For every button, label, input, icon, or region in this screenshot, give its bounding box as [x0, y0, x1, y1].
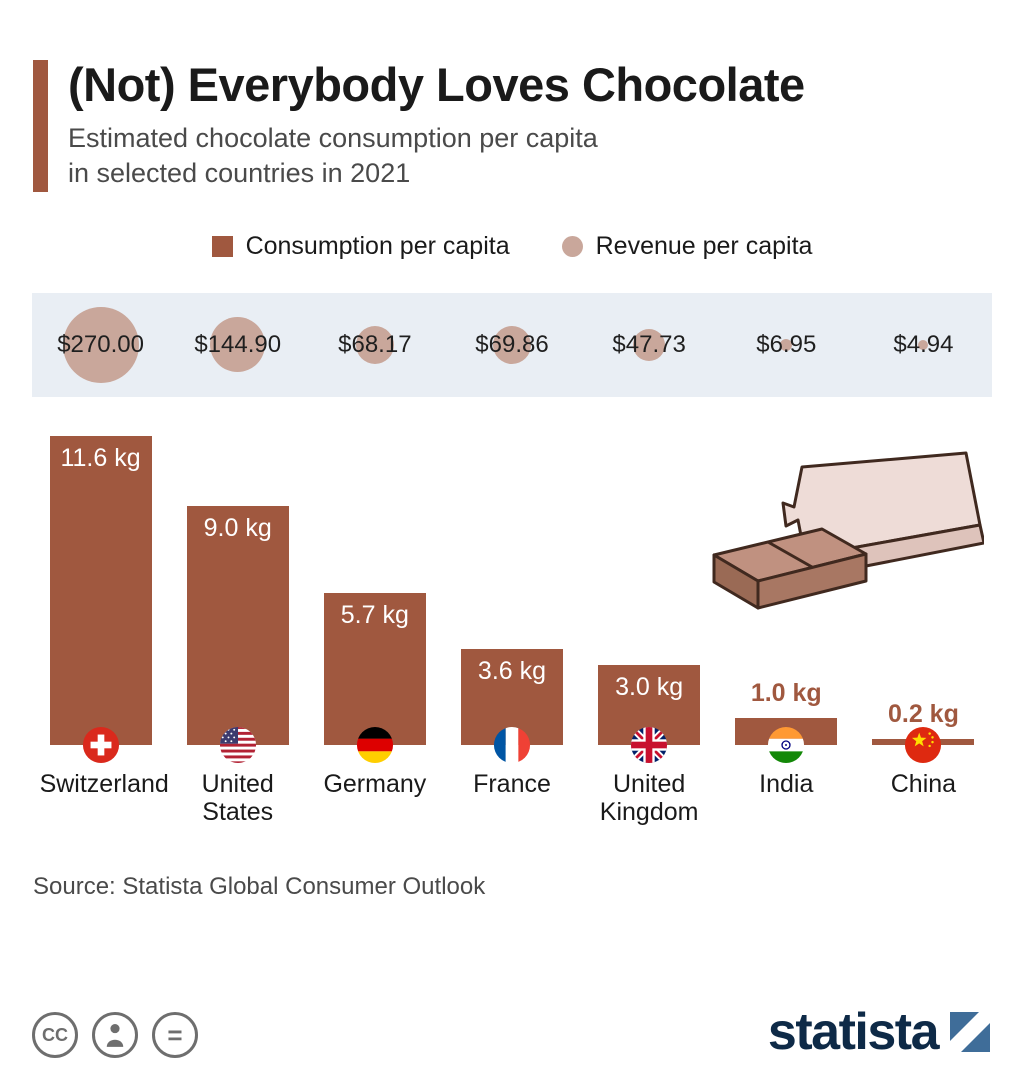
revenue-cell-switzerland: $270.00: [32, 293, 169, 397]
flag-switzerland-icon: [82, 726, 120, 764]
legend-item-revenue: Revenue per capita: [561, 231, 813, 261]
revenue-value-label: $47.73: [612, 330, 686, 358]
consumption-value-label: 0.2 kg: [887, 699, 959, 728]
flag-united-kingdom-icon: [630, 726, 668, 764]
revenue-swatch-icon: [561, 235, 583, 257]
flag-china-icon: [904, 726, 942, 764]
revenue-cell-united-states: $144.90: [169, 293, 306, 397]
bar-chart: 11.6 kg Switzerland 9.0 kg: [32, 433, 992, 828]
revenue-bubble: [210, 317, 266, 373]
flag-india-icon: [767, 726, 805, 764]
consumption-value-label: 1.0 kg: [750, 678, 822, 707]
chocolate-bar-illustration: [712, 451, 984, 610]
legend-revenue-label: Revenue per capita: [595, 231, 813, 260]
consumption-bar: 9.0 kg: [186, 505, 289, 745]
consumption-value-label: 11.6 kg: [60, 443, 141, 472]
country-label: India: [759, 769, 814, 798]
statista-logomark-icon: [950, 1012, 990, 1052]
flag-france-icon: [493, 726, 531, 764]
country-label: Germany: [323, 769, 427, 798]
revenue-value-label: $144.90: [194, 330, 282, 358]
flag-germany-icon: [356, 726, 394, 764]
legend-consumption-label: Consumption per capita: [245, 231, 510, 260]
consumption-value-label: 5.7 kg: [340, 600, 409, 629]
title-accent-bar: [33, 60, 48, 192]
revenue-bubble: [780, 338, 793, 351]
revenue-value-label: $69.86: [475, 330, 549, 358]
legend-item-consumption: Consumption per capita: [211, 231, 510, 261]
consumption-bar: 11.6 kg: [49, 435, 152, 745]
revenue-bubble: [355, 325, 394, 364]
subtitle-line-1: Estimated chocolate consumption per capi…: [68, 123, 598, 154]
bar-column-france: 3.6 kg France: [443, 433, 580, 828]
statista-logo[interactable]: statista: [768, 1006, 990, 1058]
country-label: United Kingdom: [599, 769, 699, 827]
bar-column-switzerland: 11.6 kg Switzerland: [32, 433, 169, 828]
license-icons: CC =: [32, 1012, 198, 1058]
consumption-swatch-icon: [211, 235, 233, 257]
flag-united-states-icon: [219, 726, 257, 764]
source-note: Source: Statista Global Consumer Outlook: [33, 873, 486, 901]
revenue-cell-india: $6.95: [718, 293, 855, 397]
revenue-cell-france: $69.86: [443, 293, 580, 397]
bar-column-united-kingdom: 3.0 kg United Kingdom: [581, 433, 718, 828]
bar-column-united-states: 9.0 kg: [169, 433, 306, 828]
revenue-bubble: [918, 339, 929, 350]
bar-column-germany: 5.7 kg Germany: [306, 433, 443, 828]
chart-legend: Consumption per capita Revenue per capit…: [0, 232, 1024, 261]
footer: CC = statista: [32, 1006, 990, 1058]
revenue-cell-germany: $68.17: [306, 293, 443, 397]
revenue-value-label: $270.00: [57, 330, 144, 358]
revenue-bubble: [62, 306, 139, 383]
statista-wordmark: statista: [767, 1003, 940, 1061]
page-subtitle: Estimated chocolate consumption per capi…: [68, 121, 805, 191]
revenue-value-label: $4.94: [893, 330, 954, 358]
bar-column-china: 0.2 kg China: [855, 433, 992, 828]
equals-glyph: =: [167, 1020, 183, 1050]
bar-columns: 11.6 kg Switzerland 9.0 kg: [32, 433, 992, 828]
consumption-value-label: 3.0 kg: [615, 672, 684, 701]
country-label: France: [473, 769, 551, 798]
infographic-page: { "header": { "title": "(Not) Everybody …: [0, 60, 1024, 1084]
consumption-value-label: 3.6 kg: [477, 656, 547, 685]
consumption-bar: 5.7 kg: [323, 592, 426, 745]
person-icon: [106, 1024, 124, 1047]
attribution-person-icon[interactable]: [92, 1012, 138, 1058]
revenue-cell-china: $4.94: [855, 293, 992, 397]
revenue-bubble: [633, 328, 666, 361]
consumption-value-label: 9.0 kg: [203, 513, 272, 542]
revenue-value-label: $68.17: [338, 330, 412, 358]
header: (Not) Everybody Loves Chocolate Estimate…: [33, 60, 992, 192]
revenue-value-label: $6.95: [756, 330, 817, 358]
no-derivatives-icon[interactable]: =: [152, 1012, 198, 1058]
country-label: China: [890, 769, 957, 798]
country-label: Switzerland: [39, 769, 169, 798]
revenue-cell-united-kingdom: $47.73: [581, 293, 718, 397]
page-title: (Not) Everybody Loves Chocolate: [68, 58, 805, 111]
bar-column-india: 1.0 kg India: [718, 433, 855, 828]
subtitle-line-2: in selected countries in 2021: [68, 158, 411, 189]
cc-letters: CC: [42, 1024, 68, 1045]
revenue-band: $270.00 $144.90 $68.17 $69.86 $47.73 $6.…: [32, 292, 992, 397]
creative-commons-icon[interactable]: CC: [32, 1012, 78, 1058]
revenue-bubble: [492, 325, 531, 364]
country-label: United States: [201, 769, 274, 827]
